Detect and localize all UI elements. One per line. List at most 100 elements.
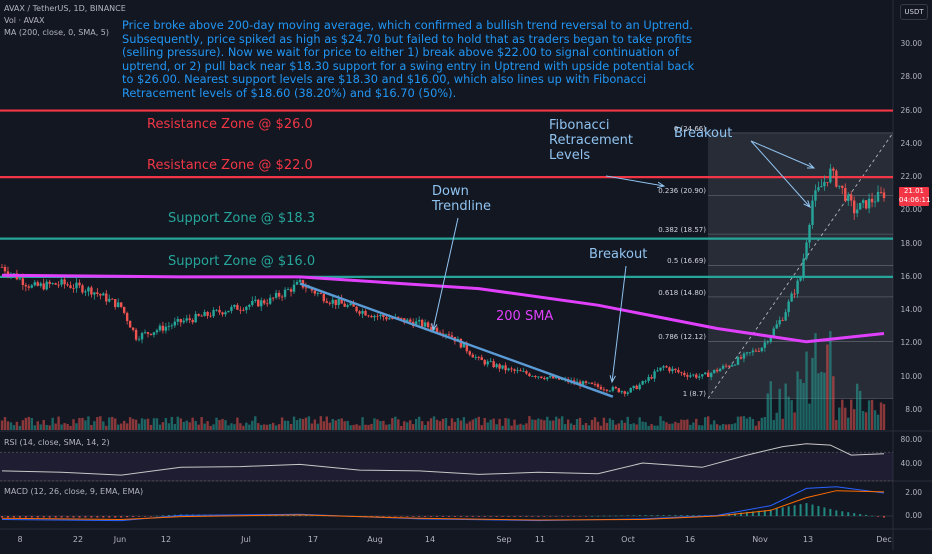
volume-bar xyxy=(727,424,731,430)
macd-histogram-bar xyxy=(161,515,164,516)
candle-body xyxy=(382,314,385,318)
volume-bar xyxy=(721,423,725,430)
volume-bar xyxy=(781,418,784,430)
volume-bar xyxy=(632,423,635,430)
volume-bar xyxy=(215,417,218,430)
ma-legend[interactable]: MA (200, close, 0, SMA, 5) xyxy=(4,28,110,37)
macd-histogram-bar xyxy=(555,516,558,517)
volume-bar xyxy=(757,421,761,430)
macd-histogram-bar xyxy=(847,512,850,516)
candle-body xyxy=(459,338,463,348)
volume-bar xyxy=(212,424,215,430)
macd-histogram-bar xyxy=(48,516,51,518)
macd-histogram-bar xyxy=(138,516,141,517)
candle-body xyxy=(289,289,293,292)
volume-bar xyxy=(477,416,480,430)
volume-bar xyxy=(128,417,132,430)
candle-body xyxy=(155,330,159,333)
volume-bar xyxy=(233,424,236,430)
volume-bar xyxy=(867,400,871,430)
volume-bar xyxy=(42,420,45,430)
candle-body xyxy=(119,302,123,307)
resistance-26-label: Resistance Zone @ $26.0 xyxy=(147,117,313,132)
macd-histogram-bar xyxy=(167,515,170,516)
candle-body xyxy=(763,342,767,348)
volume-bar xyxy=(465,423,469,430)
fibonacci-arrow xyxy=(605,175,665,187)
volume-bar xyxy=(492,418,495,430)
candle-body xyxy=(27,286,31,288)
candle-body xyxy=(361,310,364,314)
candle-body xyxy=(194,314,197,323)
volume-bar xyxy=(811,357,814,430)
macd-legend[interactable]: MACD (12, 26, close, 9, EMA, EMA) xyxy=(4,487,144,496)
volume-bar xyxy=(414,418,418,430)
volume-bar xyxy=(316,423,320,430)
volume-bar xyxy=(158,424,162,430)
candle-body xyxy=(486,361,489,365)
candle-body xyxy=(757,351,761,352)
volume-bar xyxy=(96,417,99,430)
volume-bar xyxy=(581,424,585,430)
candle-body xyxy=(271,297,275,299)
macd-histogram-bar xyxy=(799,504,802,516)
symbol-legend[interactable]: AVAX / TetherUS, 1D, BINANCE xyxy=(4,4,126,13)
fibonacci-label: Fibonacci Retracement Levels xyxy=(549,118,633,163)
volume-bar xyxy=(635,424,638,430)
volume-bar xyxy=(57,416,60,430)
volume-bar xyxy=(182,421,185,430)
volume-bar xyxy=(137,423,141,430)
candle-body xyxy=(507,368,510,371)
volume-bar xyxy=(847,417,850,430)
volume-bar xyxy=(271,422,275,430)
macd-histogram-bar xyxy=(477,516,480,517)
volume-bar xyxy=(760,417,764,430)
candle-body xyxy=(844,187,847,201)
candle-body xyxy=(233,304,236,307)
volume-bar xyxy=(653,425,656,430)
macd-histogram-bar xyxy=(602,515,605,517)
volume-bar xyxy=(590,419,594,430)
price-tick-label: 12.00 xyxy=(900,338,922,348)
volume-bar xyxy=(572,424,576,430)
volume-bar xyxy=(450,418,454,430)
macd-histogram-bar xyxy=(436,516,439,517)
macd-histogram-bar xyxy=(144,516,147,517)
macd-histogram-bar xyxy=(656,515,659,516)
candle-body xyxy=(817,187,820,191)
candle-body xyxy=(793,293,796,295)
candle-body xyxy=(808,224,811,243)
candle-body xyxy=(125,312,129,321)
candle-body xyxy=(426,322,430,328)
candle-body xyxy=(140,333,144,340)
macd-histogram-bar xyxy=(293,515,296,516)
volume-bar xyxy=(248,424,251,430)
volume-bar xyxy=(504,418,507,430)
candle-body xyxy=(343,303,346,307)
candle-body xyxy=(406,319,409,323)
time-tick-label: Oct xyxy=(621,535,635,544)
macd-histogram-bar xyxy=(561,516,564,517)
candle-body xyxy=(373,315,376,318)
candle-body xyxy=(841,185,844,188)
volume-bar xyxy=(677,423,680,430)
candle-body xyxy=(102,293,105,296)
volume-bar xyxy=(650,424,653,430)
volume-bar xyxy=(36,421,39,430)
candle-body xyxy=(176,319,180,322)
candle-body xyxy=(173,321,177,326)
macd-histogram-bar xyxy=(757,510,760,516)
volume-bar xyxy=(674,421,677,430)
candle-body xyxy=(537,376,540,378)
currency-selector[interactable]: USDT xyxy=(900,4,928,20)
volume-bar xyxy=(513,419,516,430)
macd-histogram-bar xyxy=(734,513,737,516)
candle-body xyxy=(331,299,334,304)
fibonacci-level-label: 0.618 (14.80) xyxy=(658,288,706,297)
volume-bar xyxy=(337,419,340,430)
macd-histogram-bar xyxy=(853,513,856,516)
volume-legend[interactable]: Vol · AVAX xyxy=(4,16,45,25)
rsi-legend[interactable]: RSI (14, close, SMA, 14, 2) xyxy=(4,438,110,447)
macd-histogram-bar xyxy=(442,516,444,517)
macd-histogram-bar xyxy=(66,516,69,518)
